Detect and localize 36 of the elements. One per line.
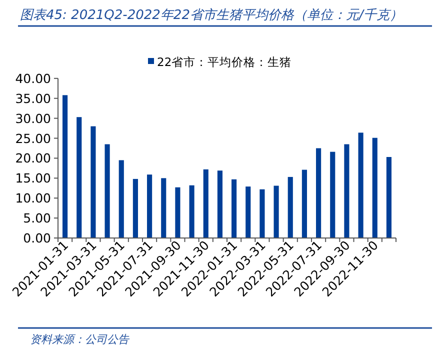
bar (104, 144, 110, 238)
bar (386, 157, 392, 238)
bar (90, 126, 96, 238)
bar (358, 132, 364, 238)
bar (132, 178, 138, 238)
bar (246, 186, 251, 238)
bar (217, 170, 222, 238)
y-tick-label: 30.00 (15, 110, 52, 126)
bar (161, 178, 166, 238)
bar (203, 169, 208, 238)
bar (372, 138, 378, 238)
y-tick-label: 40.00 (15, 70, 52, 86)
y-tick-label: 25.00 (15, 130, 52, 146)
bar (189, 185, 194, 238)
chart-title: 图表45: 2021Q2-2022年22省市生猪平均价格（单位：元/千克） (20, 8, 402, 23)
y-tick-label: 10.00 (15, 190, 52, 206)
y-tick-label: 0.00 (23, 230, 52, 246)
y-tick-label: 20.00 (15, 150, 52, 166)
y-tick-label: 35.00 (15, 90, 52, 106)
text: 资料来源：公司公告 (30, 333, 130, 346)
bar (76, 117, 82, 238)
bar (316, 148, 322, 238)
y-tick-label: 5.00 (23, 210, 52, 226)
bar (232, 179, 237, 238)
bar (302, 170, 307, 238)
bar (330, 152, 336, 238)
bar (62, 95, 68, 238)
bar (274, 186, 279, 238)
bar (118, 160, 124, 238)
y-tick-label: 15.00 (15, 170, 52, 186)
legend-label: 22省市：平均价格：生猪 (157, 55, 292, 69)
bar (260, 189, 265, 238)
bar (344, 144, 350, 238)
bar (175, 187, 180, 238)
bar (288, 176, 293, 238)
bar (147, 174, 152, 238)
